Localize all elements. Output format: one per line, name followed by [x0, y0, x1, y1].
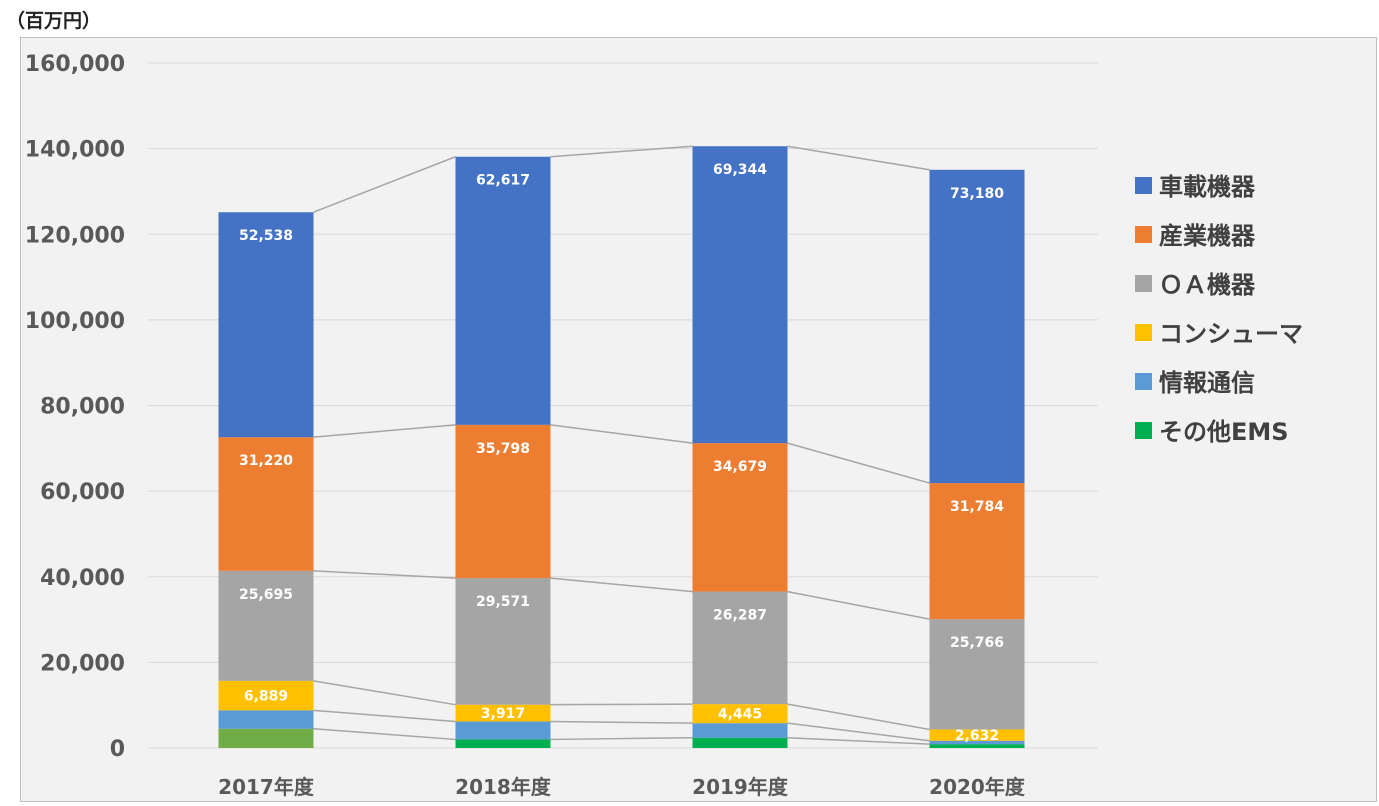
- bar-segment: [218, 212, 314, 438]
- series-line: [550, 577, 693, 593]
- x-tick-label: 2019年度: [692, 775, 789, 799]
- bar-segment: [929, 729, 1025, 741]
- bar-segment: [218, 570, 314, 681]
- x-tick-label: 2017年度: [218, 775, 315, 799]
- bar-segment: [218, 437, 314, 571]
- bar-segment: [692, 704, 788, 724]
- bar-segment: [929, 483, 1025, 620]
- stacked-bar-chart: 0 20,000 40,000 60,000 80,000 100,000 120,000 1…: [25, 52, 1303, 799]
- series-line: [787, 145, 930, 171]
- legend-swatch: [1135, 324, 1152, 341]
- data-label: 34,679: [713, 459, 767, 475]
- y-tick-label: 160,000: [25, 52, 125, 77]
- series-line: [313, 680, 456, 706]
- series-line: [550, 145, 693, 158]
- data-label: 25,766: [950, 635, 1004, 651]
- x-tick-label: 2020年度: [929, 775, 1026, 799]
- legend-swatch: [1135, 275, 1152, 292]
- data-label: 31,220: [239, 453, 293, 469]
- series-line: [313, 727, 456, 741]
- bar-segment: [455, 424, 551, 579]
- y-tick-label: 140,000: [25, 138, 125, 163]
- data-label: 3,917: [481, 706, 525, 722]
- series-line: [550, 736, 693, 741]
- bar-segment: [692, 723, 788, 738]
- y-tick-label: 100,000: [25, 309, 125, 334]
- y-tick-label: 60,000: [40, 480, 125, 505]
- bar-segment: [929, 619, 1025, 730]
- legend-label: その他EMS: [1159, 418, 1289, 446]
- series-line: [787, 736, 930, 745]
- data-label: 69,344: [713, 162, 767, 178]
- data-label: 26,287: [713, 608, 767, 624]
- legend-label: 車載機器: [1159, 173, 1256, 201]
- bar-segment: [692, 591, 788, 705]
- legend-label: 産業機器: [1159, 222, 1256, 250]
- data-label: 4,445: [718, 707, 762, 723]
- data-label: 52,538: [239, 228, 293, 244]
- bar-segment: [692, 443, 788, 592]
- series-line: [787, 722, 930, 742]
- bar-segment: [929, 740, 1025, 745]
- series-line: [787, 703, 930, 731]
- unit-label: （百万円）: [6, 10, 102, 32]
- bar-segment: [455, 704, 551, 722]
- series-line: [787, 442, 930, 484]
- series-line: [313, 709, 456, 723]
- y-tick-label: 40,000: [40, 566, 125, 591]
- data-label: 35,798: [476, 441, 530, 457]
- bar-segment: [455, 739, 551, 748]
- y-tick-label: 0: [110, 737, 125, 762]
- y-tick-label: 80,000: [40, 395, 125, 420]
- bar-segment: [929, 744, 1025, 748]
- bar-segment: [455, 721, 551, 740]
- legend-label: 情報通信: [1159, 369, 1255, 397]
- series-line: [550, 720, 693, 724]
- series-line: [313, 424, 456, 438]
- bar-segment: [692, 737, 788, 748]
- bar-segment: [218, 710, 314, 729]
- series-line: [313, 570, 456, 579]
- legend-swatch: [1135, 373, 1152, 390]
- legend-swatch: [1135, 177, 1152, 194]
- data-label: 31,784: [950, 499, 1004, 515]
- legend-label: ＯＡ機器: [1159, 271, 1256, 299]
- y-tick-label: 20,000: [40, 651, 125, 676]
- series-line: [313, 156, 456, 213]
- data-label: 62,617: [476, 173, 530, 189]
- bar-segment: [455, 578, 551, 705]
- data-label: 29,571: [476, 594, 530, 610]
- legend-label: コンシューマ: [1159, 320, 1303, 348]
- x-tick-label: 2018年度: [455, 775, 552, 799]
- data-label: 73,180: [950, 186, 1004, 202]
- bar-segment: [455, 156, 551, 425]
- data-label: 2,632: [955, 728, 999, 744]
- series-line: [787, 590, 930, 620]
- bar-segment: [929, 169, 1025, 484]
- series-line: [550, 424, 693, 444]
- bar-segment: [218, 680, 314, 711]
- legend-swatch: [1135, 422, 1152, 439]
- data-label: 25,695: [239, 587, 293, 603]
- series-line: [550, 703, 693, 706]
- bar-segment: [218, 728, 314, 748]
- chart-area: 0 20,000 40,000 60,000 80,000 100,000 120,000 1…: [20, 37, 1377, 802]
- data-label: 6,889: [244, 689, 288, 705]
- y-tick-label: 120,000: [25, 223, 125, 248]
- bar-segment: [692, 146, 788, 444]
- legend-swatch: [1135, 226, 1152, 243]
